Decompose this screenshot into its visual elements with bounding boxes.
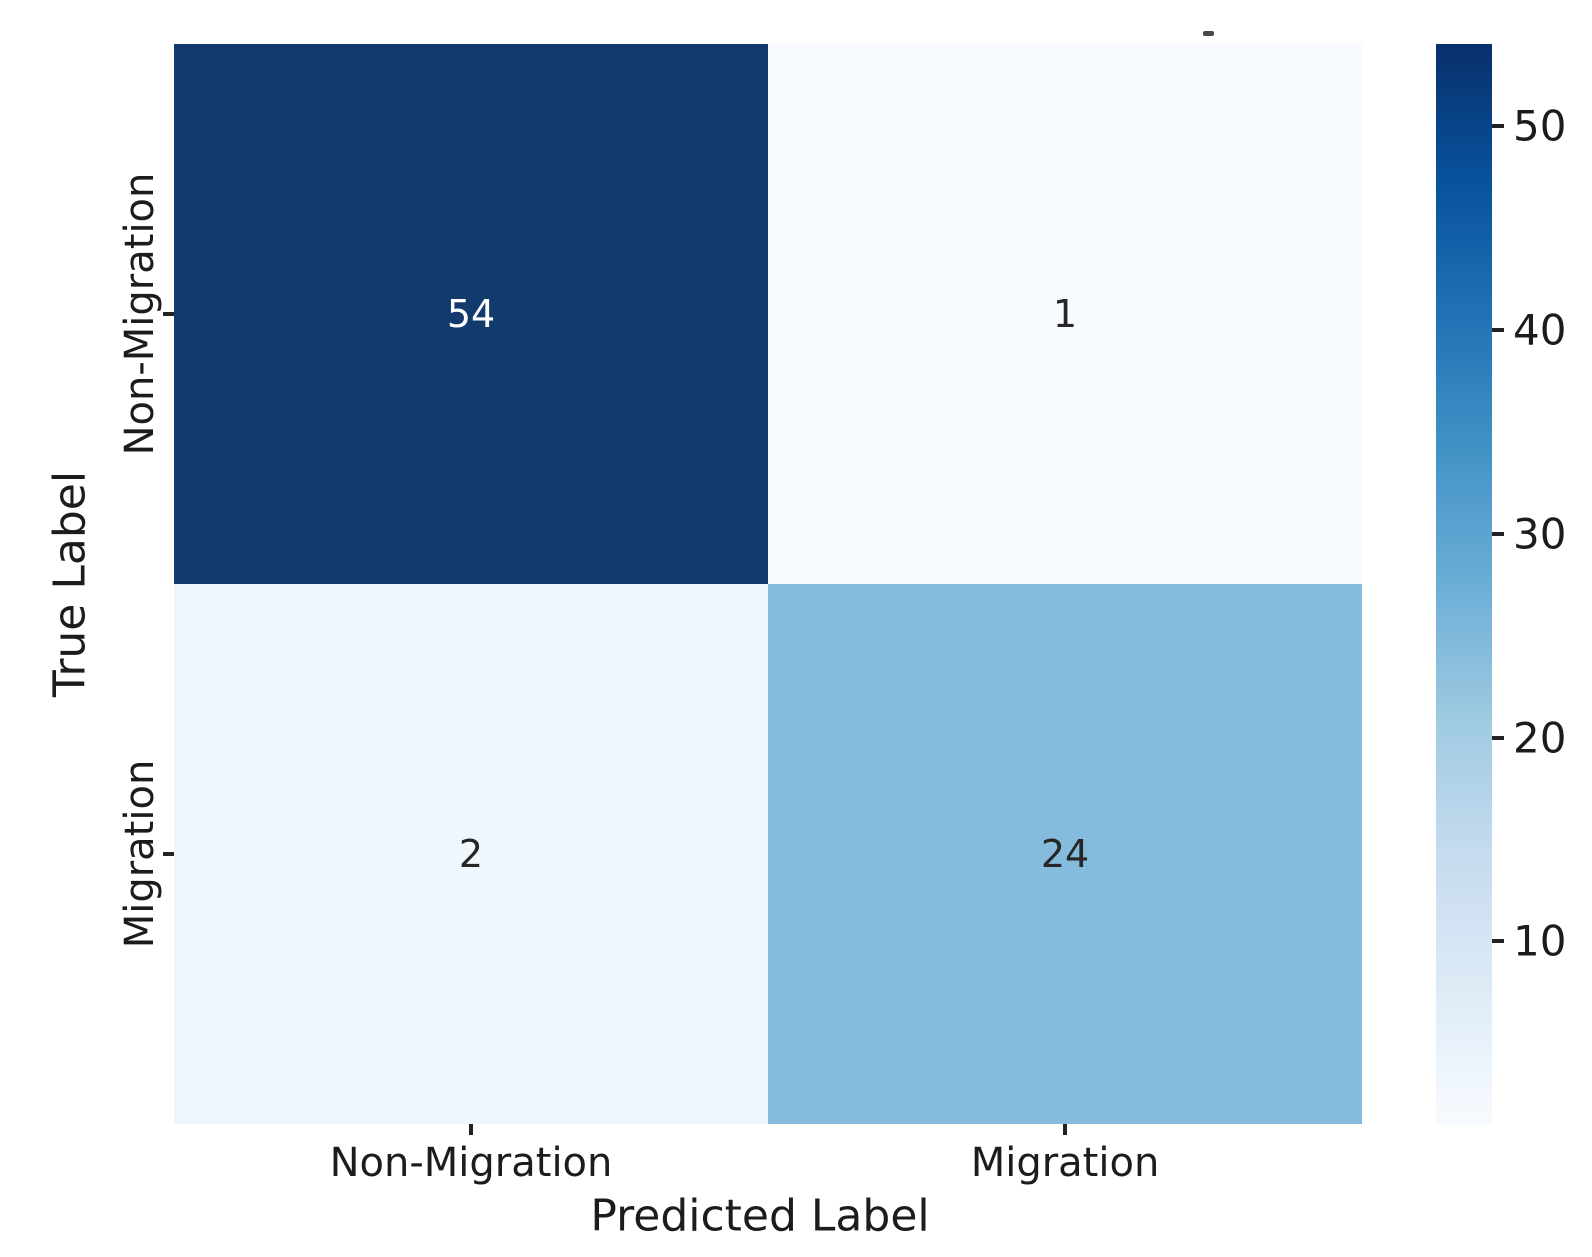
cell-value: 2: [458, 832, 484, 876]
cell-value: 1: [1052, 292, 1078, 336]
cell-value: 24: [1040, 832, 1090, 876]
colorbar-tick-mark-40: [1492, 328, 1504, 332]
x-tick-label-nonmigration: Non-Migration: [329, 1140, 613, 1186]
cell-true-nonmigration-pred-migration: 1: [768, 44, 1362, 584]
y-tick-label-nonmigration: Non-Migration: [117, 172, 163, 456]
cell-true-migration-pred-migration: 24: [768, 584, 1362, 1124]
cell-true-nonmigration-pred-nonmigration: 54: [174, 44, 768, 584]
colorbar-tick-label-30: 30: [1513, 509, 1567, 559]
colorbar-tick-mark-30: [1492, 532, 1504, 536]
x-tick-label-migration: Migration: [970, 1140, 1160, 1186]
y-axis-label: True Label: [44, 470, 96, 698]
cell-value: 54: [446, 292, 496, 336]
y-tick-mark-nonmigration: [163, 312, 174, 316]
colorbar-tick-mark-10: [1492, 939, 1504, 943]
colorbar-tick-label-10: 10: [1513, 916, 1567, 966]
heatmap-grid: 54 1 2 24: [174, 44, 1362, 1124]
stray-dash-artifact: [1203, 31, 1214, 36]
colorbar: [1436, 44, 1492, 1125]
colorbar-tick-label-40: 40: [1513, 305, 1567, 355]
x-tick-mark-nonmigration: [469, 1124, 473, 1135]
x-axis-label: Predicted Label: [590, 1190, 930, 1242]
y-tick-label-migration: Migration: [117, 759, 163, 949]
y-tick-mark-migration: [163, 852, 174, 856]
cell-true-migration-pred-nonmigration: 2: [174, 584, 768, 1124]
x-tick-mark-migration: [1063, 1124, 1067, 1135]
colorbar-tick-mark-20: [1492, 736, 1504, 740]
colorbar-tick-label-50: 50: [1513, 101, 1567, 151]
colorbar-tick-mark-50: [1492, 124, 1504, 128]
colorbar-tick-label-20: 20: [1513, 713, 1567, 763]
